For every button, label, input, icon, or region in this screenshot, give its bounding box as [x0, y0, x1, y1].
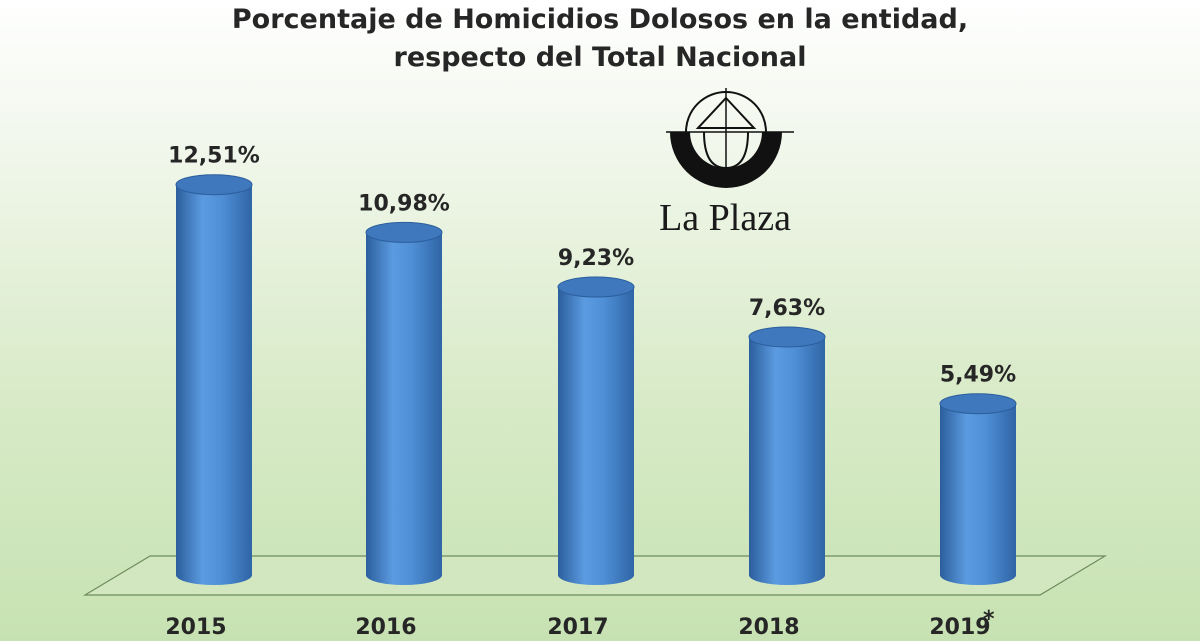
bar-body [366, 232, 442, 585]
chart-title: Porcentaje de Homicidios Dolosos en la e… [231, 4, 969, 35]
x-tick-label: 2019 [929, 615, 990, 640]
bar-top [365, 221, 443, 243]
bar [557, 276, 635, 585]
data-label: 7,63% [749, 296, 825, 321]
la-plaza-wordmark: La Plaza [659, 197, 791, 239]
bars-group: 12,51% 2015 10,98% 2016 9,23% 2017 7,63% 2018 5,… [165, 144, 1017, 640]
data-label: 5,49% [940, 363, 1016, 388]
bar [939, 393, 1017, 585]
x-tick-label: 2016 [355, 615, 416, 640]
bar [175, 174, 253, 586]
bar-top [175, 174, 253, 196]
bar [365, 221, 443, 585]
x-tick-label: 2018 [738, 615, 799, 640]
bar-top [939, 393, 1017, 415]
bar-top [748, 326, 826, 348]
x-tick-label: 2015 [165, 615, 226, 640]
bar-body [176, 184, 252, 586]
footnote-marker: * [983, 607, 995, 632]
bar-body [558, 287, 634, 585]
data-label: 9,23% [558, 246, 634, 271]
bar-body [940, 403, 1016, 585]
data-label: 12,51% [168, 144, 260, 169]
la-plaza-logo-icon [666, 88, 794, 188]
chart-subtitle: respecto del Total Nacional [393, 42, 807, 73]
data-label: 10,98% [358, 191, 450, 216]
bar [748, 326, 826, 585]
x-tick-label: 2017 [547, 615, 608, 640]
bar-body [749, 336, 825, 585]
bar-top [557, 276, 635, 298]
